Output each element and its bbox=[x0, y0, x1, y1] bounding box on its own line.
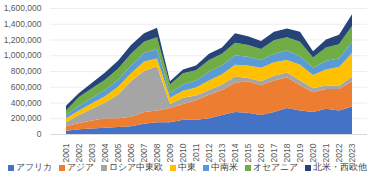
svg-text:800,000: 800,000 bbox=[11, 66, 42, 76]
html-text:オセアニア: オセアニア bbox=[253, 162, 298, 172]
svg-text:2014: 2014 bbox=[230, 143, 240, 162]
svg-text:600,000: 600,000 bbox=[11, 82, 42, 92]
svg-text:2005: 2005 bbox=[113, 143, 123, 162]
svg-text:200,000: 200,000 bbox=[11, 113, 42, 123]
html-text:アジア: アジア bbox=[67, 162, 94, 172]
svg-text:2006: 2006 bbox=[126, 143, 136, 162]
svg-text:2023: 2023 bbox=[347, 143, 357, 162]
svg-text:2010: 2010 bbox=[178, 143, 188, 162]
svg-text:2009: 2009 bbox=[165, 143, 175, 162]
svg-text:2019: 2019 bbox=[295, 143, 305, 162]
svg-text:1,600,000: 1,600,000 bbox=[4, 3, 42, 13]
html-text:アフリカ: アフリカ bbox=[16, 162, 52, 172]
svg-text:2017: 2017 bbox=[269, 143, 279, 162]
svg-text:2021: 2021 bbox=[321, 143, 331, 162]
svg-text:2011: 2011 bbox=[191, 143, 201, 162]
svg-text:2018: 2018 bbox=[282, 143, 292, 162]
svg-text:2013: 2013 bbox=[217, 143, 227, 162]
html-text:中東: 中東 bbox=[178, 162, 196, 172]
svg-text:2001: 2001 bbox=[61, 143, 71, 162]
html-text:北米・西欧他: 北米・西欧他 bbox=[313, 162, 367, 172]
svg-text:400,000: 400,000 bbox=[11, 98, 42, 108]
svg-text:2002: 2002 bbox=[74, 143, 84, 162]
svg-text:2007: 2007 bbox=[139, 143, 149, 162]
svg-text:2008: 2008 bbox=[152, 143, 162, 162]
svg-text:2003: 2003 bbox=[87, 143, 97, 162]
svg-text:2022: 2022 bbox=[334, 143, 344, 162]
html-text:ロシア中東欧: ロシア中東欧 bbox=[109, 162, 163, 172]
svg-text:2015: 2015 bbox=[243, 143, 253, 162]
html-text:中南米: 中南米 bbox=[211, 162, 238, 172]
svg-text:2016: 2016 bbox=[256, 143, 266, 162]
svg-text:2004: 2004 bbox=[100, 143, 110, 162]
svg-text:0: 0 bbox=[37, 129, 42, 139]
svg-text:2012: 2012 bbox=[204, 143, 214, 162]
svg-text:2020: 2020 bbox=[308, 143, 318, 162]
svg-text:1,400,000: 1,400,000 bbox=[4, 19, 42, 29]
svg-text:1,200,000: 1,200,000 bbox=[4, 35, 42, 45]
svg-text:1,000,000: 1,000,000 bbox=[4, 50, 42, 60]
